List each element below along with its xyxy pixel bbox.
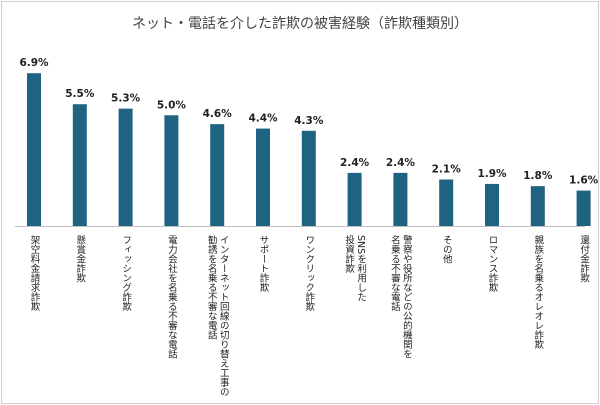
category-label-1: 架空料金請求詐欺 [29,235,41,312]
value-label-3: 5.3% [111,93,141,105]
value-label-13: 1.6% [569,175,599,187]
bar-7 [301,130,316,226]
category-label-7: ワンクリック詐欺 [303,235,315,312]
bar-12 [530,186,545,226]
chart-title: ネット・電話を介した詐欺の被害経験（詐欺種類別） [132,15,468,32]
value-label-6: 4.4% [248,113,278,125]
value-label-1: 6.9% [19,57,49,69]
category-label-10: その他 [441,235,453,264]
category-label-9-line-1: 警察や役所などの公的機関を [401,234,413,358]
bar-4 [164,115,179,226]
category-label-12: 親族を名乗るオレオレ詐欺 [532,234,544,350]
value-label-7: 4.3% [294,115,324,127]
bar-9 [393,172,408,226]
category-label-5-line-2: 勧誘を名乗る不審な電話 [206,234,218,340]
value-label-12: 1.8% [523,170,553,182]
value-label-9: 2.4% [386,157,416,169]
category-label-5-line-1: インターネット回線の切り替え工事の [218,235,230,397]
category-label-8-line-1: SNSを利用した [355,235,367,302]
value-label-11: 1.9% [477,168,507,180]
category-label-2: 懸賞金詐欺 [74,235,86,283]
bars-group [27,73,591,226]
bar-2 [72,104,87,226]
value-labels-group: 6.9% 5.5% 5.3% 5.0% 4.6% 4.4% 4.3% 2.4% 2.4% 2.1%… [19,57,598,186]
bar-1 [27,73,41,226]
bar-8 [347,172,362,226]
category-label-11: ロマンス詐欺 [487,235,499,293]
category-label-9-line-2: 名乗る不審な電話 [389,234,401,312]
bar-3 [118,108,133,226]
bar-6 [256,128,270,226]
category-label-4: 電力会社を名乗る不審な電話 [166,235,178,359]
category-labels-group: 架空料金請求詐欺 懸賞金詐欺 フィッシング詐欺 電力会社を名乗る不審な電話 インターネッ… [29,234,590,396]
category-label-13: 還付金詐欺 [578,234,590,283]
value-label-4: 5.0% [157,99,187,111]
value-label-8: 2.4% [340,157,370,169]
value-label-10: 2.1% [432,164,462,176]
value-label-5: 4.6% [203,108,233,120]
category-label-6: サポート詐欺 [258,235,270,293]
bar-11 [485,183,499,226]
category-label-3: フィッシング詐欺 [120,235,132,312]
bar-10 [439,179,454,226]
bar-13 [576,190,591,226]
value-label-2: 5.5% [65,88,95,100]
bar-5 [210,124,225,226]
category-label-8-line-2: 投資詐欺 [343,234,355,274]
